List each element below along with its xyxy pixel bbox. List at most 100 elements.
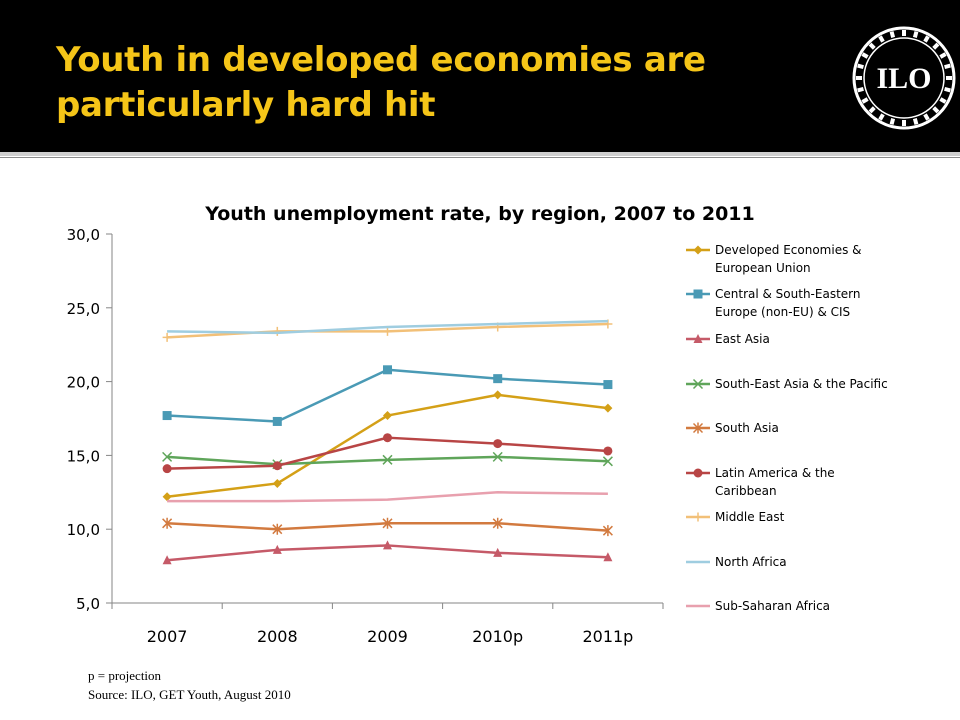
legend-label: Caribbean [715, 484, 777, 498]
y-tick-label: 5,0 [76, 595, 100, 613]
y-tick-label: 10,0 [67, 521, 100, 539]
legend-item: East Asia [686, 332, 770, 346]
data-point [492, 451, 503, 462]
logo-gear-tooth [861, 52, 869, 59]
series-line [167, 491, 608, 503]
data-point [383, 365, 392, 375]
source-note: Source: ILO, GET Youth, August 2010 [88, 687, 291, 702]
projection-note: p = projection [88, 668, 162, 683]
ilo-logo-icon: ILO [852, 26, 956, 130]
logo-gear-tooth [861, 97, 869, 104]
legend-label: South-East Asia & the Pacific [715, 377, 888, 391]
series-4 [162, 517, 613, 537]
data-point [602, 456, 613, 467]
series-8 [167, 491, 608, 503]
data-point [162, 492, 172, 502]
data-point [162, 464, 172, 474]
logo-gear-tooth [944, 63, 951, 70]
y-tick-label: 15,0 [67, 447, 100, 465]
logo-gear-tooth [939, 52, 947, 59]
header-divider [0, 152, 960, 156]
data-point [693, 245, 703, 255]
logo-gear-tooth [878, 113, 885, 121]
legend-label: Latin America & the [715, 466, 835, 480]
logo-gear-tooth [923, 35, 930, 43]
data-point [693, 289, 703, 299]
data-point [272, 523, 283, 535]
data-point [602, 525, 613, 537]
data-point [272, 416, 282, 426]
data-point [272, 478, 282, 488]
data-point [493, 547, 503, 557]
logo-gear-tooth [868, 106, 876, 114]
logo-gear-tooth [868, 42, 876, 50]
y-tick-label: 30,0 [67, 226, 100, 244]
logo-gear-tooth [857, 86, 864, 93]
footnotes: p = projection Source: ILO, GET Youth, A… [88, 666, 291, 704]
chart-series [162, 319, 613, 565]
data-point [162, 332, 172, 342]
series-0 [162, 390, 613, 502]
chart-title: Youth unemployment rate, by region, 2007… [204, 203, 755, 225]
logo-gear-tooth [912, 31, 919, 38]
x-tick-label: 2008 [257, 627, 298, 646]
y-tick-label: 25,0 [67, 300, 100, 318]
data-point [693, 512, 703, 522]
data-point [272, 544, 282, 554]
series-3 [162, 451, 613, 470]
y-tick-label: 20,0 [67, 374, 100, 392]
legend-item: Developed Economies & European Union [686, 243, 862, 275]
legend-item: South Asia [686, 421, 779, 435]
data-point [603, 552, 613, 562]
data-point [272, 326, 282, 336]
data-point [492, 517, 503, 529]
data-point [693, 468, 703, 478]
header-divider-thin [0, 157, 960, 158]
legend-label: Middle East [715, 510, 785, 524]
slide-header: Youth in developed economies are particu… [0, 0, 960, 152]
logo-gear-tooth [912, 118, 919, 125]
legend-label: Developed Economies & [715, 243, 862, 257]
data-point [692, 378, 704, 390]
data-point [693, 334, 703, 343]
series-5 [162, 433, 613, 474]
series-1 [162, 365, 613, 426]
data-point [272, 461, 282, 471]
logo-gear-tooth [932, 106, 940, 114]
series-2 [162, 540, 613, 565]
legend-label: North Africa [715, 555, 787, 569]
legend-item: South-East Asia & the Pacific [686, 377, 888, 391]
legend-item: Central & South-Eastern Europe (non-EU) &… [686, 287, 861, 319]
logo-gear-tooth [889, 118, 896, 125]
legend-label: Europe (non-EU) & CIS [715, 305, 850, 319]
data-point [603, 319, 613, 329]
series-line [167, 436, 608, 470]
series-line [167, 319, 608, 335]
data-point [382, 517, 393, 529]
data-point [383, 540, 392, 550]
logo-gear-tooth [939, 97, 947, 104]
logo-gear-tooth [944, 86, 951, 93]
slide-title: Youth in developed economies are particu… [56, 40, 706, 125]
x-tick-label: 2011p [582, 627, 633, 646]
data-point [162, 411, 172, 421]
data-point [382, 454, 393, 465]
legend-label: Central & South-Eastern [715, 287, 861, 301]
data-point [493, 439, 503, 449]
data-point [383, 326, 392, 336]
data-point [603, 403, 613, 413]
chart-axes: 5,0 10,0 15,0 20,0 25,0 30,0 2007 2008 2009 2010p… [67, 226, 664, 646]
logo-gear-tooth [889, 31, 896, 38]
data-point [383, 411, 392, 421]
legend-item: Middle East [686, 510, 785, 524]
x-tick-label: 2010p [472, 627, 523, 646]
legend-item: North Africa [686, 555, 787, 569]
series-7 [167, 319, 608, 335]
data-point [493, 374, 503, 384]
x-tick-label: 2009 [367, 627, 408, 646]
legend-label: European Union [715, 261, 811, 275]
data-point [603, 380, 613, 390]
logo-text: ILO [876, 62, 931, 95]
data-point [493, 390, 503, 400]
